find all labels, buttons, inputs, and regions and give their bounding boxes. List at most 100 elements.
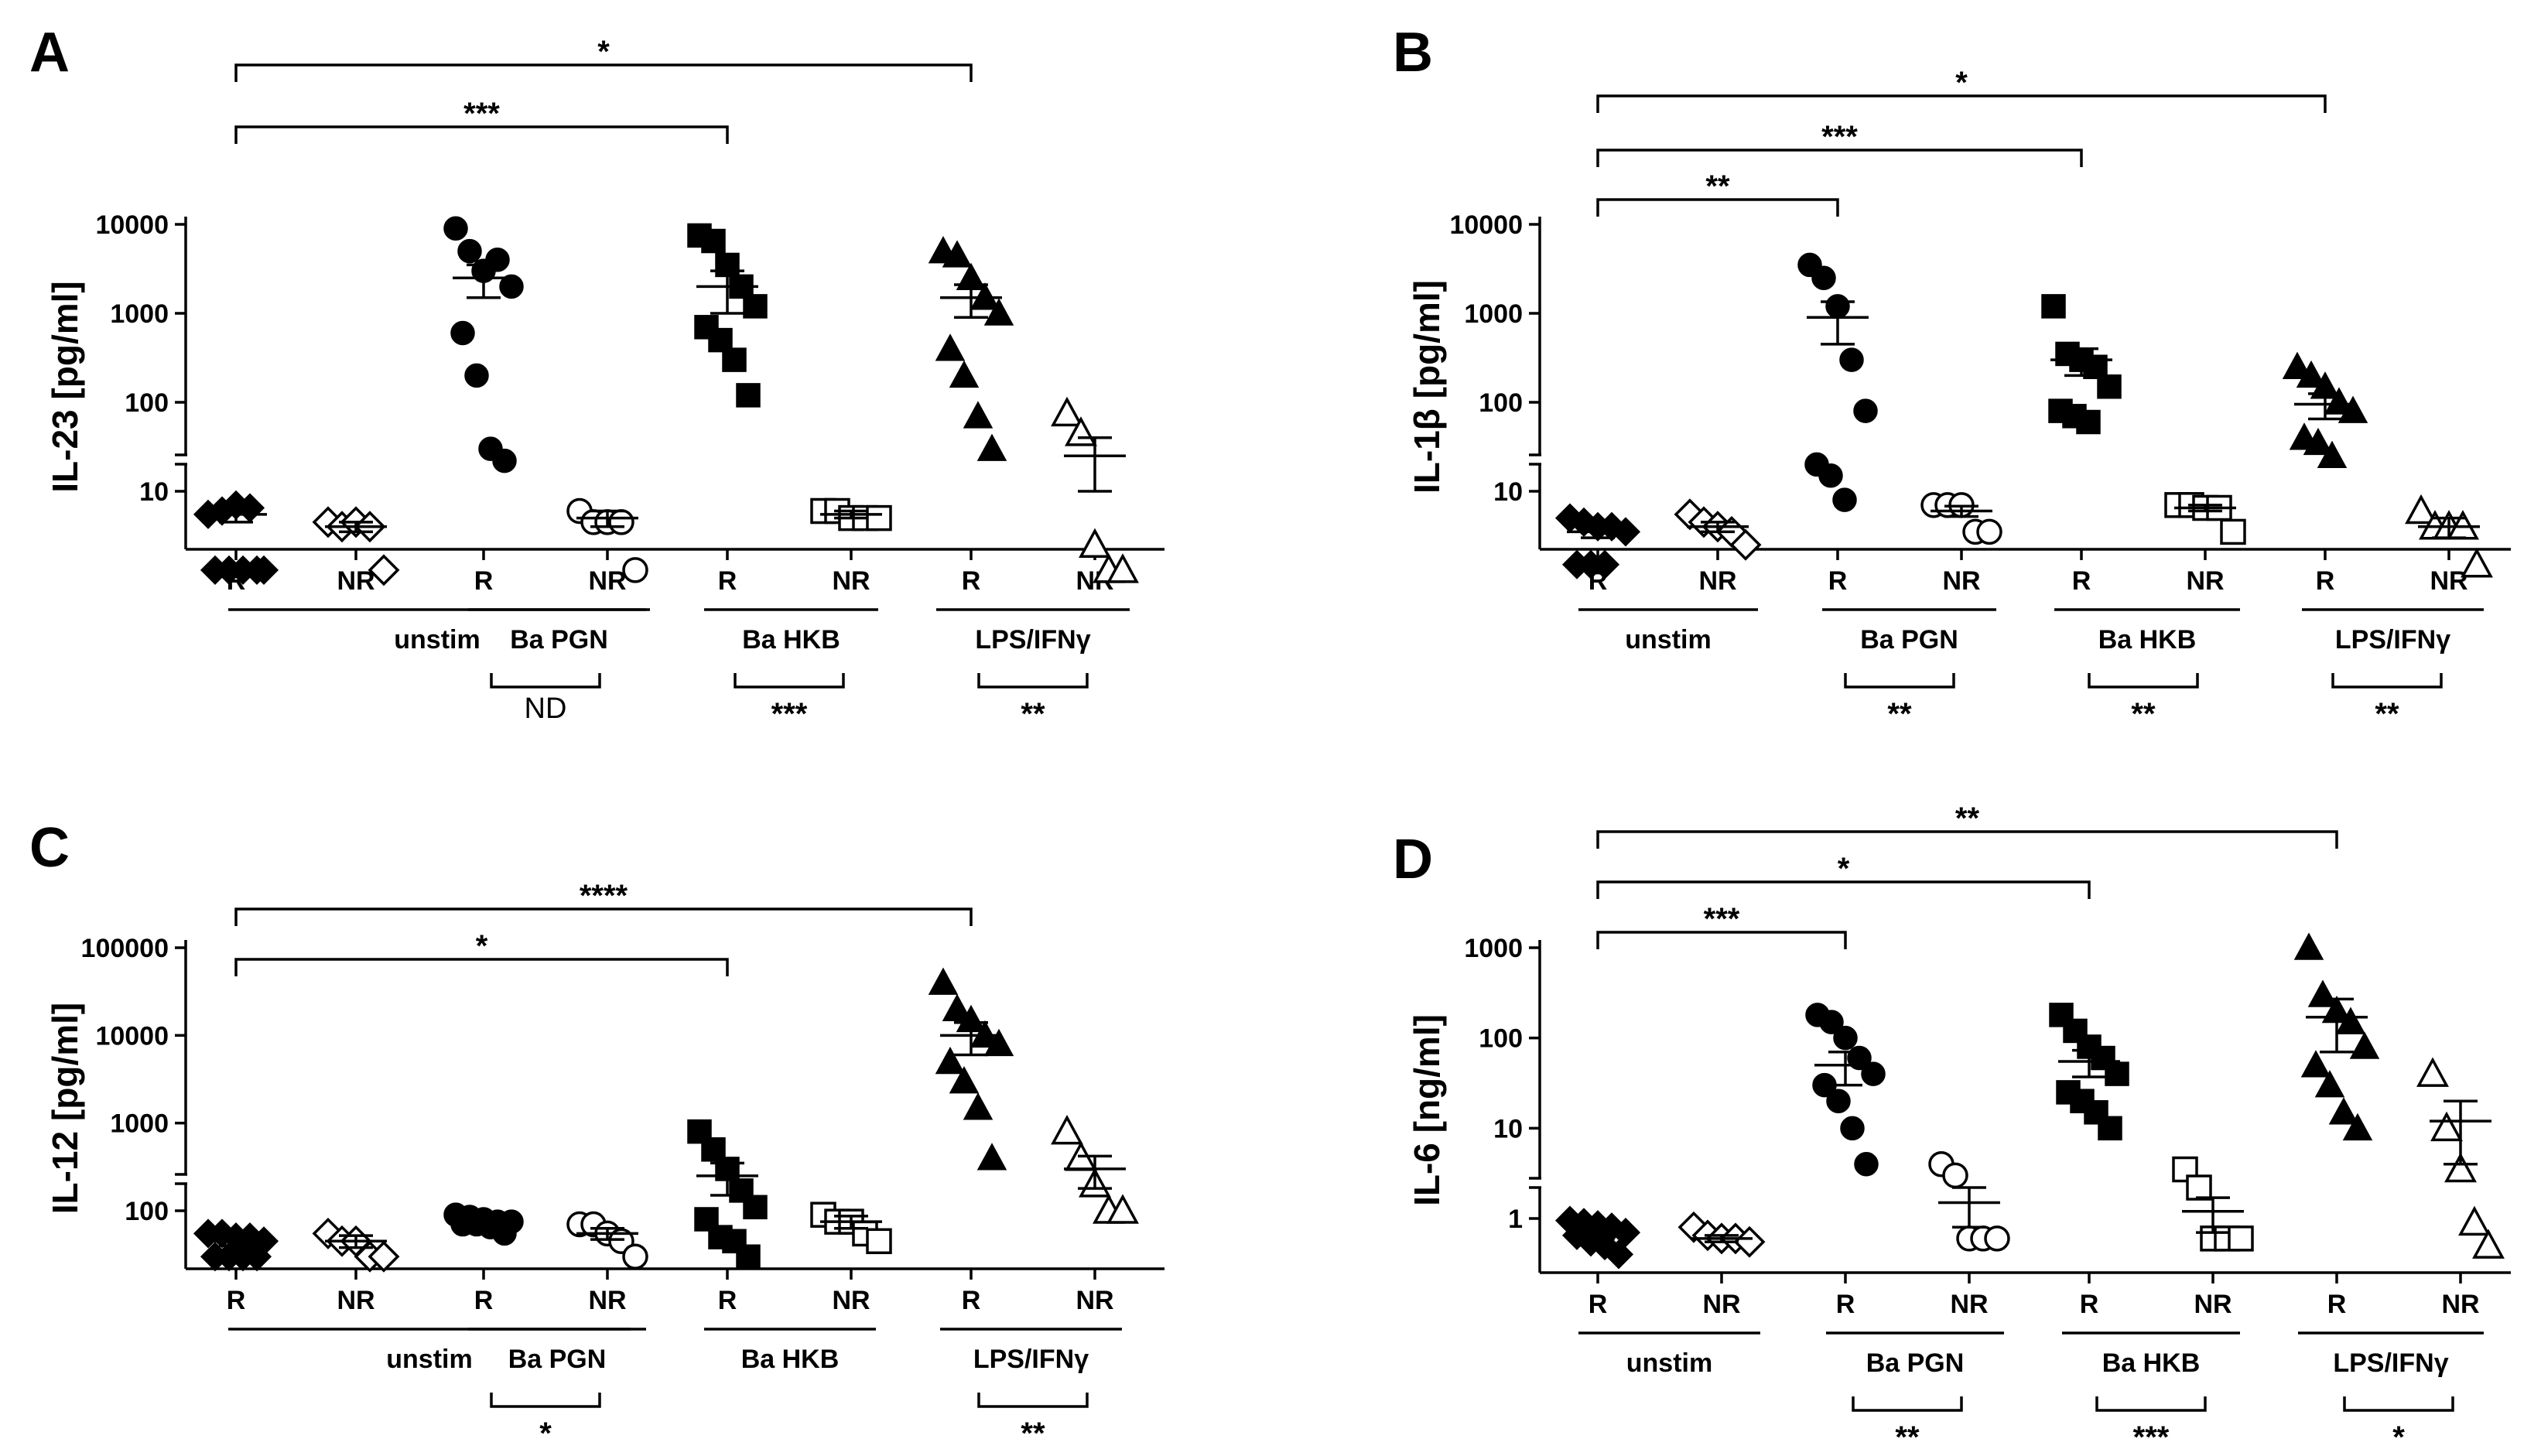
significance-bracket: [234, 958, 729, 976]
category-label: R: [2080, 1290, 2099, 1319]
square-marker: [2228, 1225, 2254, 1252]
series: [2049, 1003, 2129, 1141]
comparison-label: **: [1021, 697, 1045, 731]
circle-marker: [485, 248, 510, 272]
group-label: Ba PGN: [510, 625, 608, 655]
series: [1051, 1114, 1139, 1224]
comparison-bracket: [1852, 1396, 1963, 1412]
triangle-marker: [2472, 1229, 2505, 1259]
circle-marker: [1819, 1010, 1844, 1034]
series: [1674, 498, 1762, 561]
diamond-marker: [241, 555, 272, 585]
comparison-label: *: [2392, 1420, 2405, 1454]
triangle-marker: [976, 433, 1007, 461]
y-tick-label: 10: [1493, 1114, 1523, 1143]
series: [312, 1217, 400, 1273]
circle-marker: [1984, 1225, 2010, 1252]
category-label: NR: [2194, 1290, 2231, 1319]
group-label-part: unstim: [1626, 1348, 1712, 1378]
comparison-label: **: [1021, 1417, 1045, 1451]
y-tick-label: 100: [125, 1197, 169, 1226]
panel-c: C IL-12 [pg/ml] 100 1000 10000 100000 R NR R NR R N…: [29, 817, 1164, 1451]
triangle-marker: [983, 1028, 1014, 1057]
circle-marker: [1833, 1025, 1858, 1051]
comparison-bracket: [490, 1393, 601, 1408]
series: [193, 1218, 279, 1272]
group-label-part: Ba PGN: [508, 1345, 607, 1374]
circle-marker: [1839, 347, 1864, 372]
triangle-marker: [949, 360, 980, 388]
circle-marker: [1853, 398, 1878, 423]
panel-label: D: [1393, 829, 1433, 890]
group-label-part: Ba HKB: [742, 625, 840, 655]
circle-marker: [622, 557, 648, 583]
diamond-marker: [1729, 528, 1762, 561]
category-label: NR: [337, 1286, 374, 1315]
group-label-part: LPS/IFN: [975, 625, 1076, 655]
significance-label: *: [1838, 852, 1850, 886]
triangle-marker: [2317, 440, 2348, 468]
circle-marker: [1832, 487, 1857, 512]
category-label: R: [962, 566, 981, 596]
series: [687, 223, 768, 408]
comparison-label: ***: [2133, 1420, 2170, 1454]
triangle-marker: [2296, 360, 2327, 388]
square-marker: [2186, 1174, 2212, 1201]
circle-marker: [492, 448, 517, 473]
group-label-part: Ba HKB: [741, 1345, 840, 1374]
series: [928, 236, 1014, 461]
significance-label: ****: [580, 879, 628, 913]
square-marker: [2084, 1100, 2108, 1125]
square-marker: [736, 1244, 761, 1270]
y-axis-label-part: IL-6 [ng/ml]: [1407, 1014, 1447, 1206]
significance-bracket: [1596, 880, 2091, 899]
comparison-label: **: [1887, 697, 1912, 731]
series: [443, 1202, 524, 1246]
group-label-part: unstim: [386, 1345, 472, 1374]
triangle-marker: [2458, 1205, 2491, 1236]
series: [2041, 294, 2122, 435]
circle-marker: [443, 216, 468, 241]
triangle-marker: [1051, 396, 1083, 427]
diamond-marker: [368, 1240, 400, 1273]
category-label: R: [474, 1286, 494, 1315]
y-tick-label: 10000: [95, 1021, 169, 1051]
significance-label: *: [1955, 66, 1968, 100]
circle-marker: [1818, 463, 1843, 488]
series: [566, 497, 648, 583]
comparison-bracket: [490, 673, 601, 689]
triangle-marker: [2461, 548, 2493, 578]
group-label: Ba PGN: [1860, 625, 1958, 655]
y-axis-label: IL-23 [pg/ml]: [45, 281, 85, 492]
diamond-marker: [1603, 1239, 1634, 1270]
square-marker: [736, 383, 761, 408]
square-marker: [722, 347, 747, 372]
group-label-part: Ba PGN: [510, 625, 608, 655]
group-label: Ba HKB: [741, 1345, 840, 1374]
category-label: R: [2327, 1290, 2347, 1319]
y-tick-label: 100: [125, 388, 169, 418]
group-label-part: Ba HKB: [2098, 625, 2197, 655]
square-marker: [743, 1195, 768, 1220]
comparison-bracket: [2331, 673, 2443, 689]
category-label: R: [1828, 566, 1848, 596]
circle-marker: [1811, 265, 1836, 290]
group-label: LPS/IFNγ: [2335, 625, 2450, 655]
group-label-part: Ba PGN: [1860, 625, 1958, 655]
category-label: R: [1589, 1290, 1608, 1319]
y-tick-label: 10000: [1449, 210, 1523, 240]
y-tick-label: 1000: [110, 1109, 169, 1139]
group-label-part: unstim: [394, 625, 480, 655]
series: [193, 490, 279, 585]
group-label: Ba PGN: [508, 1345, 607, 1374]
category-label: R: [962, 1286, 981, 1315]
y-tick-label: 10: [1493, 477, 1523, 507]
significance-label: *: [476, 929, 488, 963]
significance-label: ***: [1821, 120, 1858, 154]
triangle-marker: [2282, 351, 2313, 379]
series: [2405, 494, 2493, 578]
square-marker: [2098, 1116, 2122, 1141]
significance-label: ***: [1704, 902, 1740, 936]
circle-marker: [450, 320, 475, 346]
